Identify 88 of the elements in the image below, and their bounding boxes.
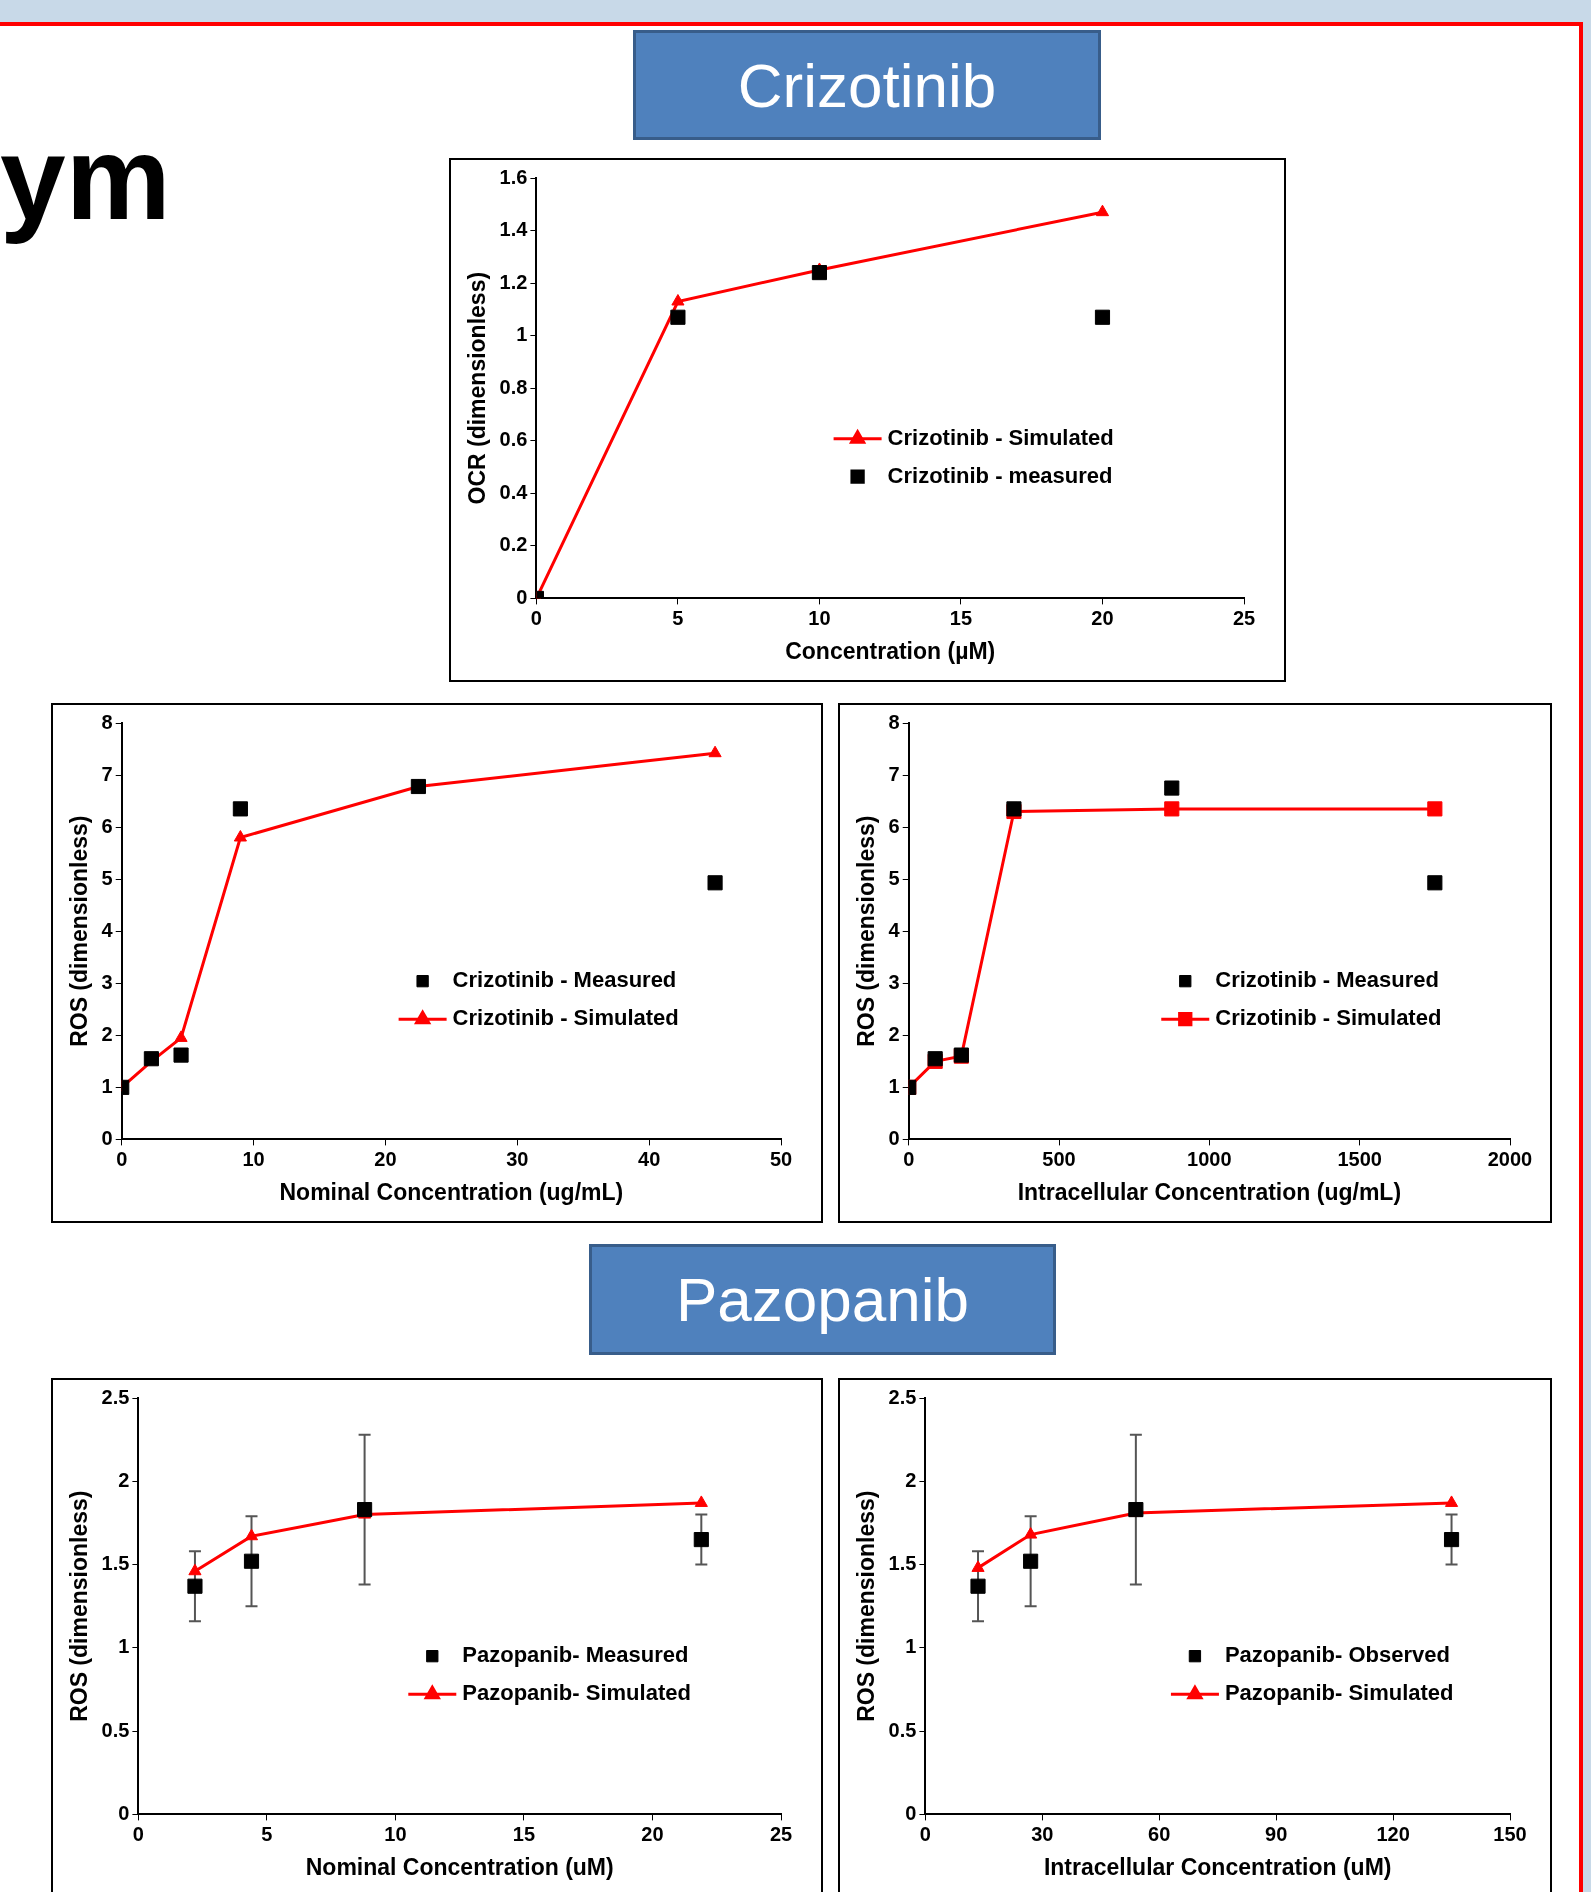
y-axis-title: ROS (dimensionless) [853,1490,880,1722]
x-tick-label: 20 [641,1822,664,1845]
legend-label: Crizotinib - Simulated [452,1005,679,1031]
x-axis-title: Nominal Concentration (ug/mL) [279,1178,624,1205]
y-tick-label: 0 [888,1126,900,1149]
legend-label: Pazopanib- Measured [462,1642,689,1668]
y-tick-label: 2 [101,1022,113,1045]
legend-label: Crizotinib - Measured [1215,967,1439,993]
x-tick-label: 150 [1493,1822,1527,1845]
y-tick-label: 5 [101,866,113,889]
legend-label: Crizotinib - measured [887,462,1113,488]
x-tick-label: 0 [132,1822,144,1845]
y-tick-label: 2.5 [101,1385,130,1408]
x-tick-label: 10 [808,606,831,629]
y-tick-label: 1 [101,1074,113,1097]
x-tick-label: 25 [1232,606,1256,629]
y-tick-label: 6 [888,814,900,837]
y-axis-title: ROS (dimensionless) [66,815,93,1047]
y-tick-label: 8 [888,710,900,733]
y-tick-label: 5 [888,866,900,889]
x-tick-label: 2000 [1487,1147,1533,1170]
y-tick-label: 8 [101,710,113,733]
y-tick-label: 6 [101,814,113,837]
text: Crizotinib [633,30,1101,140]
x-tick-label: 40 [638,1147,661,1170]
legend-label: Crizotinib - Simulated [1215,1005,1442,1031]
y-tick-label: 0.5 [888,1718,917,1741]
x-tick-label: 0 [919,1822,931,1845]
legend-label: Pazopanib- Simulated [462,1680,691,1706]
text: ym [0,111,172,246]
y-tick-label: 7 [101,762,113,785]
text: Pazopanib [589,1244,1056,1355]
y-tick-label: 1.5 [101,1552,130,1575]
y-axis-title: OCR (dimensionless) [464,271,491,505]
x-tick-label: 60 [1148,1822,1171,1845]
y-tick-label: 2.5 [888,1385,917,1408]
x-axis-title: Intracellular Concentration (uM) [1043,1853,1392,1880]
legend-label: Crizotinib - Measured [452,967,677,993]
y-tick-label: 0.4 [499,480,529,503]
y-tick-label: 2 [905,1468,917,1491]
y-tick-label: 0 [101,1126,113,1149]
y-axis-title: ROS (dimensionless) [66,1490,93,1722]
y-tick-label: 4 [101,918,114,941]
x-tick-label: 15 [949,606,973,629]
x-axis-title: Nominal Concentration (uM) [305,1853,614,1880]
x-tick-label: 1000 [1187,1147,1232,1170]
y-tick-label: 0.6 [499,428,528,451]
x-tick-label: 10 [242,1147,265,1170]
legend-label: Pazopanib- Observed [1224,1642,1450,1668]
legend-label: Crizotinib - Simulated [887,424,1114,450]
x-axis-title: Concentration (µM) [785,637,996,664]
y-tick-label: 1.4 [499,218,529,241]
x-tick-label: 10 [384,1822,407,1845]
x-tick-label: 20 [1091,606,1114,629]
x-tick-label: 30 [506,1147,529,1170]
x-tick-label: 50 [769,1147,793,1170]
x-tick-label: 15 [512,1822,536,1845]
y-tick-label: 0.8 [499,375,528,398]
x-tick-label: 90 [1265,1822,1288,1845]
y-axis-title: ROS (dimensionless) [853,815,880,1047]
y-tick-label: 3 [101,970,113,993]
x-tick-label: 5 [672,606,684,629]
x-tick-label: 5 [261,1822,273,1845]
x-tick-label: 500 [1042,1147,1076,1170]
y-tick-label: 3 [888,970,900,993]
x-tick-label: 1500 [1337,1147,1382,1170]
y-tick-label: 1 [516,323,528,346]
y-tick-label: 1 [905,1635,917,1658]
y-tick-label: 0 [905,1801,917,1824]
legend-label: Pazopanib- Simulated [1224,1680,1454,1706]
x-tick-label: 30 [1031,1822,1054,1845]
y-tick-label: 0 [118,1801,130,1824]
y-tick-label: 2 [118,1468,130,1491]
x-axis-title: Intracellular Concentration (ug/mL) [1017,1178,1402,1205]
y-tick-label: 0.2 [499,533,528,556]
y-tick-label: 1.6 [499,165,528,188]
y-tick-label: 7 [888,762,900,785]
y-tick-label: 1.2 [499,270,528,293]
y-tick-label: 1 [118,1635,130,1658]
y-tick-label: 0.5 [101,1718,130,1741]
y-tick-label: 2 [888,1022,900,1045]
x-tick-label: 120 [1376,1822,1410,1845]
x-tick-label: 25 [769,1822,793,1845]
y-tick-label: 0 [516,585,528,608]
x-tick-label: 20 [374,1147,397,1170]
y-tick-label: 1 [888,1074,900,1097]
y-tick-label: 1.5 [888,1552,917,1575]
y-tick-label: 4 [888,918,901,941]
